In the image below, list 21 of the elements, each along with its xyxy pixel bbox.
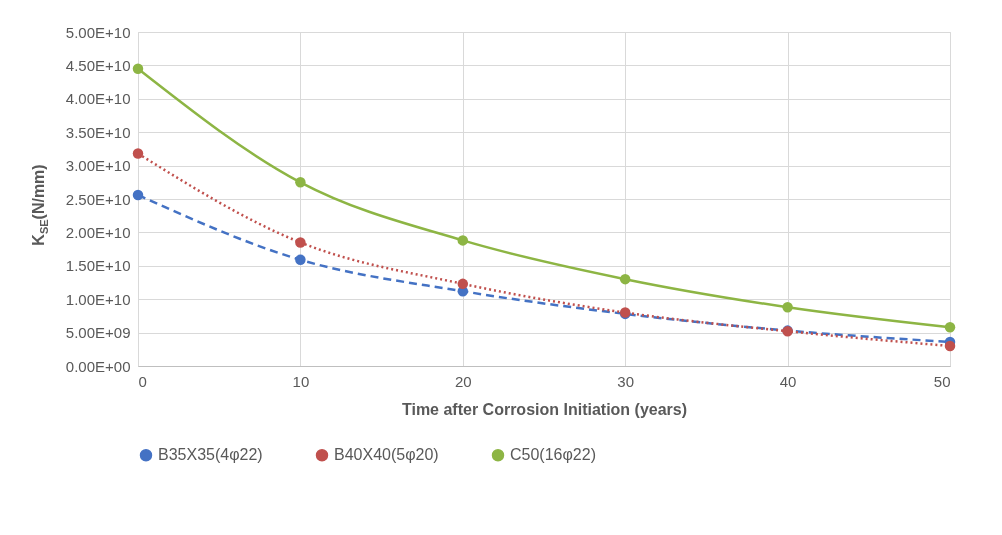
- y-tick-label: 3.50E+10: [65, 123, 131, 141]
- y-tick-label: 4.50E+10: [65, 56, 131, 74]
- legend-label: C50(16φ22): [510, 446, 596, 464]
- y-tick-label: 3.00E+10: [65, 157, 131, 175]
- x-tick-label: 0: [138, 372, 147, 390]
- y-tick-label: 5.00E+09: [65, 324, 131, 342]
- y-tick-label: 0.00E+00: [65, 357, 131, 375]
- y-tick-label: 4.00E+10: [65, 90, 131, 108]
- x-tick-label: 20: [454, 372, 472, 390]
- legend-label: B40X40(5φ20): [334, 446, 439, 464]
- y-tick-label: 1.50E+10: [65, 257, 131, 275]
- x-tick-label: 50: [933, 372, 951, 390]
- x-tick-label: 10: [292, 372, 310, 390]
- y-tick-label: 2.00E+10: [65, 223, 131, 241]
- legend-label: B35X35(4φ22): [158, 446, 263, 464]
- x-axis-title: Time after Corrosion Initiation (years): [401, 400, 688, 418]
- y-tick-label: 2.50E+10: [65, 190, 131, 208]
- y-tick-label: 5.00E+10: [65, 23, 131, 41]
- x-tick-label: 30: [617, 372, 635, 390]
- x-tick-label: 40: [779, 372, 797, 390]
- y-tick-label: 1.00E+10: [65, 290, 131, 308]
